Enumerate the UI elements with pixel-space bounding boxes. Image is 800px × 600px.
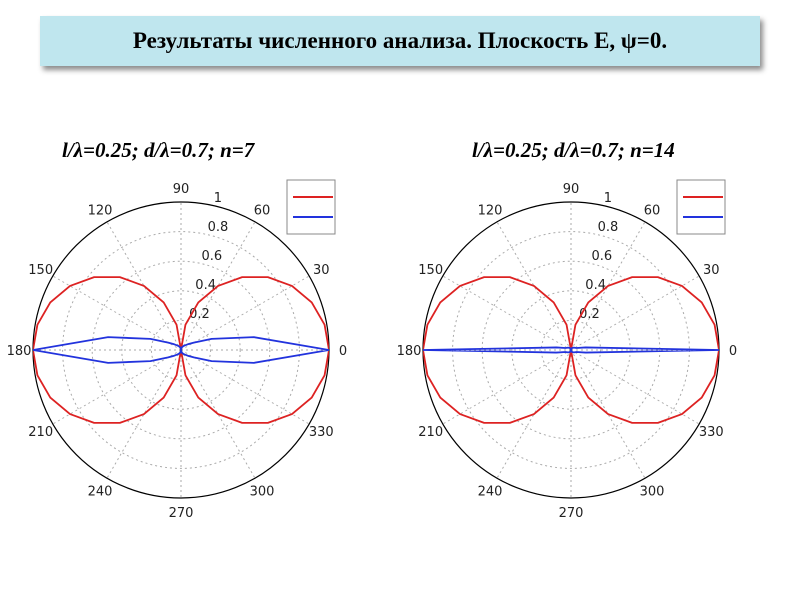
angle-tick-label: 0 (729, 344, 737, 359)
angle-tick-label: 150 (28, 263, 53, 278)
radial-grid-circle (481, 260, 661, 440)
angle-grid-spoke (52, 275, 182, 351)
radial-grid-circle (62, 231, 300, 469)
angle-grid-spoke (442, 275, 572, 351)
series-line-1 (423, 346, 719, 354)
angle-tick-label: 120 (88, 204, 113, 219)
radial-tick-label: 0.4 (195, 278, 216, 293)
series-line-0 (33, 276, 329, 424)
chart-title-right: l/λ=0.25; d/λ=0.7; n=14 (472, 138, 675, 162)
angle-grid-spoke (52, 349, 182, 425)
angle-tick-label: 270 (169, 506, 194, 521)
page-title: Результаты численного анализа. Плоскость… (132, 28, 668, 53)
angle-tick-label: 330 (309, 425, 334, 440)
radial-tick-label: 0.6 (591, 249, 612, 264)
angle-tick-label: 60 (644, 204, 661, 219)
angle-grid-spoke (570, 349, 700, 425)
angle-tick-label: 30 (703, 263, 720, 278)
polar-chart-right: 03060901201501802102402703003300.20.40.6… (397, 179, 737, 521)
angle-tick-label: 330 (699, 425, 724, 440)
radial-tick-label: 1 (214, 191, 222, 206)
angle-tick-label: 300 (640, 484, 665, 499)
angle-tick-label: 180 (7, 344, 32, 359)
angle-tick-label: 240 (478, 484, 503, 499)
angle-grid-spoke (442, 349, 572, 425)
angle-tick-label: 150 (418, 263, 443, 278)
angle-tick-label: 0 (339, 344, 347, 359)
angle-tick-label: 30 (313, 263, 330, 278)
series-line-0 (423, 276, 719, 424)
angle-grid-spoke (180, 349, 310, 425)
radial-grid-circle (121, 290, 241, 410)
radial-tick-label: 1 (604, 191, 612, 206)
angle-tick-label: 90 (563, 182, 580, 197)
series-line-1 (33, 336, 329, 364)
angle-tick-label: 210 (28, 425, 53, 440)
polar-chart-left: 03060901201501802102402703003300.20.40.6… (7, 179, 347, 521)
angle-tick-label: 240 (88, 484, 113, 499)
chart-title-left: l/λ=0.25; d/λ=0.7; n=7 (62, 138, 255, 162)
radial-grid-circle (511, 290, 631, 410)
radial-grid-circle (150, 319, 212, 381)
angle-tick-label: 120 (478, 204, 503, 219)
angle-tick-label: 210 (418, 425, 443, 440)
angle-tick-label: 60 (254, 204, 271, 219)
legend-box (676, 179, 726, 235)
angle-tick-label: 90 (173, 182, 190, 197)
angle-tick-label: 270 (559, 506, 584, 521)
angle-tick-label: 300 (250, 484, 275, 499)
legend-box (286, 179, 336, 235)
radial-tick-label: 0.4 (585, 278, 606, 293)
radial-grid-circle (91, 260, 271, 440)
radial-tick-label: 0.6 (201, 249, 222, 264)
series-group (33, 276, 329, 424)
angle-tick-label: 180 (397, 344, 422, 359)
series-group (423, 276, 719, 424)
title-banner: Результаты численного анализа. Плоскость… (40, 16, 760, 66)
radial-grid-circle (540, 319, 602, 381)
radial-tick-label: 0.8 (208, 220, 229, 235)
radial-tick-label: 0.8 (598, 220, 619, 235)
